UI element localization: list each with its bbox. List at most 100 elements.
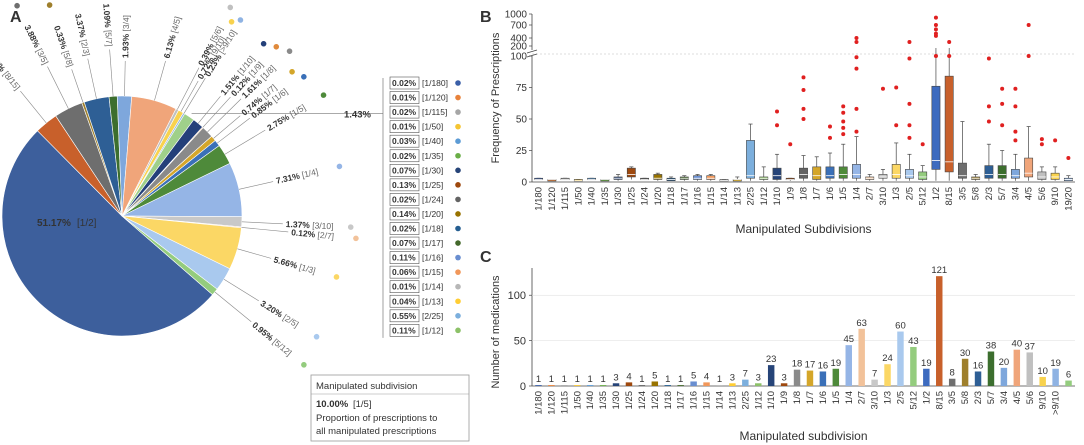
- box-body: [1010, 169, 1020, 179]
- box-3-10: [878, 169, 888, 181]
- bar-xtick-label-8: 1/24: [637, 391, 648, 410]
- box-5-6: [1037, 166, 1047, 181]
- detail-pct-box-10: [389, 222, 420, 235]
- bar-xtick-label-15: 1/13: [727, 391, 738, 410]
- box-outlier-13: [841, 104, 846, 109]
- bar-xtick-label-29: 5/12: [908, 391, 919, 410]
- box-ytick-label-75: 75: [516, 83, 528, 94]
- box-body: [958, 162, 967, 179]
- bar-value-label-9: 5: [652, 370, 657, 381]
- bar-chart: 0 50 100 Number of medications Manipulated s…: [490, 265, 1075, 443]
- detail-dot-3: [455, 123, 461, 130]
- box-outlier-26: [933, 54, 938, 58]
- pie-leader-8: [177, 67, 200, 110]
- bar-value-label-15: 3: [730, 372, 735, 383]
- bar-value-label-24: 45: [843, 334, 854, 345]
- bar-xtick-label-10: 1/18: [663, 391, 674, 410]
- box-1-35: [600, 179, 610, 182]
- bar-28: [897, 331, 904, 386]
- box-axis-break-2: [526, 53, 538, 58]
- detail-pct-box-11: [389, 236, 420, 250]
- box-xtick-label-8: 1/24: [640, 187, 651, 206]
- bar-xtick-label-14: 1/14: [714, 391, 725, 410]
- bar-xtick-label-1: 1/120: [546, 391, 557, 415]
- box-outlier-16: [854, 66, 859, 71]
- box-1-120: [547, 179, 557, 182]
- box-body: [812, 166, 822, 180]
- pie-slice-dot-14: [286, 48, 293, 55]
- detail-pct-15: 0.04%: [392, 296, 417, 306]
- box-5-12: [918, 165, 928, 181]
- bar-xtick-label-25: 2/7: [857, 391, 868, 404]
- pie-slice-dot-18: [336, 163, 343, 170]
- bar-value-label-26: 7: [872, 369, 877, 380]
- box-outlier-8: [827, 124, 832, 129]
- box-ylabel: Frequency of Prescriptions: [490, 32, 502, 163]
- pie-slice-0: [1, 130, 213, 337]
- detail-label-5: [1/35]: [422, 151, 443, 161]
- detail-pct-17: 0.11%: [392, 325, 416, 335]
- pie-slice-label-22: 3.20% [2/5]: [259, 298, 301, 329]
- pie-leader-9: [180, 80, 199, 112]
- box-1-7: [812, 156, 822, 181]
- pie-slice-dot-8: [227, 4, 234, 11]
- box-xtick-label-25: 2/7: [865, 187, 876, 200]
- box-outlier-36: [1013, 104, 1018, 109]
- bar-value-label-18: 23: [766, 354, 777, 365]
- bar-value-label-0: 1: [536, 374, 541, 385]
- bar-xtick-label-38: 5/6: [1025, 391, 1036, 404]
- detail-pct-box-0: [389, 76, 420, 90]
- box-outlier-33: [1000, 86, 1005, 91]
- bar-ytick-label-100: 100: [508, 290, 526, 302]
- pie-slice-label-3: 0.33% [5/8]: [52, 24, 75, 68]
- box-outlier-upper-8: [947, 40, 952, 44]
- box-9-10: [1050, 166, 1060, 181]
- pie-slice-name-20: [2/7]: [317, 230, 334, 242]
- box-ytick-up-label-400: 400: [510, 34, 527, 45]
- detail-label-12: [1/16]: [422, 253, 443, 263]
- box-1-3: [891, 142, 901, 181]
- pie-slice-label-6: 1.93% [3/4]: [120, 15, 131, 58]
- pie-label-group-23: 0.95% [5/12]: [250, 320, 307, 368]
- box-2-3: [984, 143, 994, 181]
- box-xtick-label-22: 1/6: [825, 187, 836, 200]
- bar-29: [910, 346, 917, 386]
- detail-label-2: [1/115]: [422, 107, 447, 117]
- box-1-18: [666, 176, 676, 182]
- box-1-17: [679, 175, 689, 181]
- pie-leader-1: [20, 90, 47, 124]
- box-xtick-label-20: 1/8: [799, 187, 810, 200]
- box-xlabel: Manipulated Subdivisions: [735, 222, 871, 236]
- bar-11: [677, 385, 684, 386]
- pie-slice-label: [1/2]: [77, 218, 97, 229]
- box-1-20: [653, 172, 663, 181]
- box-xtick-label-30: 1/2: [931, 187, 942, 200]
- detail-label-17: [1/12]: [422, 325, 443, 335]
- pie-chart: 51.17% [1/2] 3.13% [8/15]3.88% [3/5]0.33% …: [0, 2, 383, 368]
- detail-pct-11: 0.07%: [392, 238, 417, 248]
- bar-xtick-label-20: 1/8: [792, 391, 803, 404]
- bar-14: [716, 385, 723, 386]
- detail-pct-box-12: [389, 251, 420, 264]
- box-outlier-upper-9: [1026, 23, 1031, 27]
- detail-pct-box-3: [389, 120, 420, 133]
- box-xtick-label-34: 2/3: [984, 187, 995, 200]
- bar-xtick-label-3: 1/50: [572, 391, 583, 410]
- box-ytick-label-100: 100: [510, 52, 527, 63]
- bar-21: [806, 370, 814, 386]
- bar-24: [845, 345, 852, 386]
- pie-slice-label-19: 1.37% [3/10]: [286, 219, 334, 231]
- box-outlier-upper-5: [933, 27, 938, 32]
- pie-slice-dot-21: [333, 274, 340, 280]
- detail-dot-12: [455, 254, 461, 261]
- detail-pct-box-8: [389, 193, 420, 206]
- bar-xtick-label-34: 2/3: [973, 391, 984, 404]
- box-xtick-label-21: 1/7: [812, 187, 823, 200]
- bar-value-label-16: 7: [743, 369, 748, 380]
- pie-leader-19: [241, 221, 283, 225]
- box-outlier-40: [1039, 137, 1044, 142]
- pie-slice-dot-2: [14, 2, 20, 9]
- detail-pct-box-5: [389, 149, 420, 163]
